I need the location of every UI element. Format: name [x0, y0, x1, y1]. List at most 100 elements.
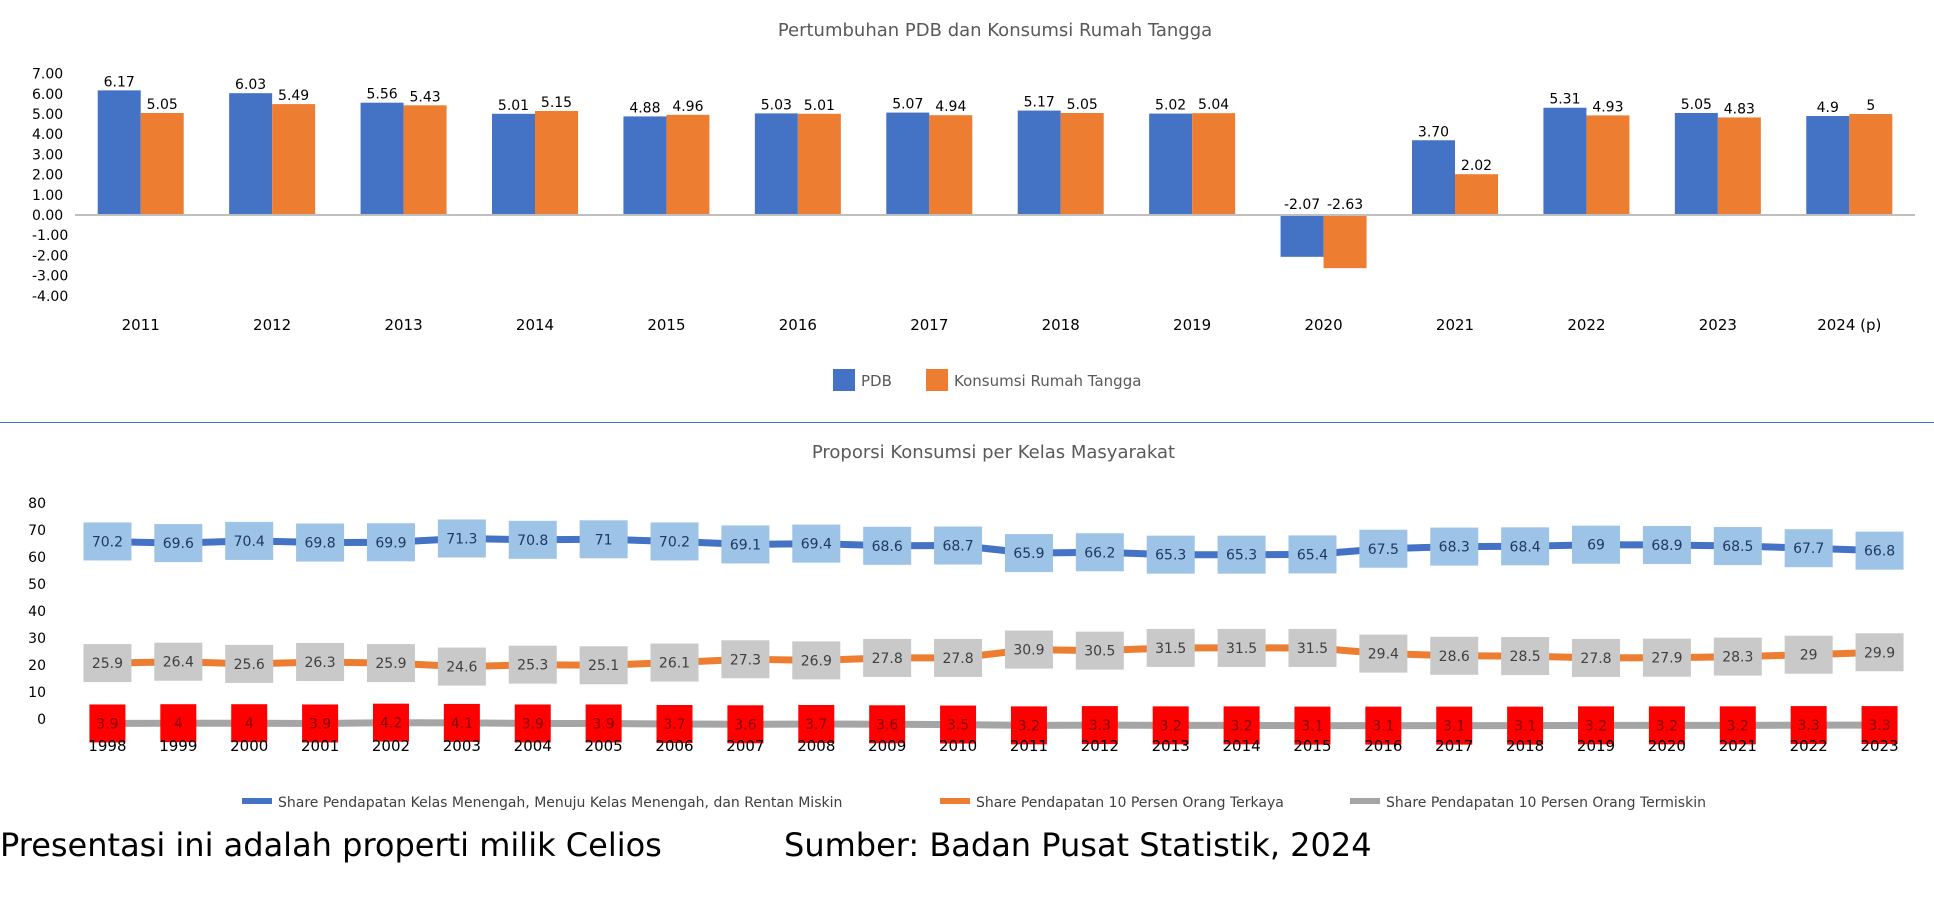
y-tick-label: 50	[28, 577, 46, 593]
x-tick-label: 2015	[1293, 737, 1331, 755]
data-label-richest: 29	[1800, 648, 1818, 664]
data-label-richest: 25.9	[375, 656, 406, 672]
label-box-richest	[934, 638, 983, 677]
x-tick-label: 1999	[159, 737, 197, 755]
data-label: 3.70	[1418, 124, 1449, 140]
x-tick-label: 2021	[1436, 316, 1474, 334]
label-box-middle	[934, 526, 983, 565]
bar-pdb	[1543, 107, 1587, 215]
label-box-poorest	[1365, 706, 1402, 745]
label-box-poorest	[160, 704, 197, 743]
data-label-richest: 26.9	[801, 653, 832, 669]
legend-poorest-10-label: Share Pendapatan 10 Persen Orang Termisk…	[1386, 795, 1706, 811]
label-box-middle	[1146, 535, 1195, 574]
data-label-middle: 65.3	[1155, 548, 1186, 564]
label-box-middle	[225, 521, 274, 560]
label-box-middle	[1713, 527, 1762, 566]
legend-konsumsi-label: Konsumsi Rumah Tangga	[954, 372, 1141, 390]
footer-source-text: Sumber: Badan Pusat Statistik, 2024	[784, 826, 1372, 864]
data-label-poorest: 3.1	[1514, 719, 1536, 735]
label-box-middle	[1501, 527, 1550, 566]
data-label-middle: 69.8	[305, 536, 336, 552]
label-box-middle	[721, 525, 770, 564]
data-label: 5.49	[278, 88, 309, 104]
data-label-richest: 29.9	[1864, 645, 1895, 661]
data-label-richest: 26.4	[163, 655, 194, 671]
label-box-poorest	[798, 705, 835, 744]
data-label: 5.02	[1155, 98, 1186, 114]
y-tick-label: -3.00	[32, 269, 68, 285]
data-label-poorest: 3.3	[1798, 718, 1820, 734]
legend-konsumsi-swatch	[926, 369, 948, 391]
label-box-richest	[1855, 633, 1904, 672]
data-label: 5.01	[804, 98, 835, 114]
data-label-middle: 69.9	[375, 535, 406, 551]
data-label-middle: 69.6	[163, 536, 194, 552]
label-box-richest	[1288, 628, 1337, 667]
data-label-poorest: 3.2	[1018, 718, 1040, 734]
label-box-poorest	[1578, 706, 1615, 745]
legend-middle-class-swatch	[242, 798, 272, 804]
data-label-poorest: 3.3	[1089, 718, 1111, 734]
y-tick-label: 7.00	[32, 67, 63, 83]
data-label: 2.02	[1461, 158, 1492, 174]
label-box-poorest	[1081, 706, 1118, 745]
x-tick-label: 2000	[230, 737, 268, 755]
legend-pdb-swatch	[833, 369, 855, 391]
chart-title: Proporsi Konsumsi per Kelas Masyarakat	[812, 442, 1175, 463]
bar-pdb	[754, 113, 798, 215]
data-label-poorest: 3.6	[876, 717, 898, 733]
label-box-richest	[154, 642, 203, 681]
label-box-richest	[508, 645, 557, 684]
data-label: 4.96	[672, 99, 703, 115]
y-tick-label: 70	[28, 523, 46, 539]
data-label-richest: 27.8	[872, 651, 903, 667]
x-tick-label: 1998	[88, 737, 126, 755]
legend-poorest-10-swatch	[1350, 798, 1380, 804]
bar-konsumsi	[666, 114, 710, 215]
data-label: 5.04	[1198, 97, 1229, 113]
bar-pdb	[623, 116, 667, 215]
x-tick-label: 2011	[122, 316, 160, 334]
label-box-middle	[1075, 533, 1124, 572]
data-label: 5.31	[1549, 92, 1580, 108]
label-box-poorest	[727, 705, 764, 744]
label-box-poorest	[585, 704, 622, 743]
label-box-richest	[1713, 637, 1762, 676]
data-label-middle: 70.4	[234, 534, 265, 550]
data-label-poorest: 3.1	[1443, 719, 1465, 735]
x-tick-label: 2019	[1173, 316, 1211, 334]
label-box-middle	[1004, 534, 1053, 573]
x-tick-label: 2016	[779, 316, 817, 334]
x-tick-label: 2022	[1790, 737, 1828, 755]
data-label-middle: 68.5	[1722, 539, 1753, 555]
legend-pdb-label: PDB	[861, 372, 892, 390]
label-box-middle	[1855, 531, 1904, 570]
data-label: 5.01	[498, 98, 529, 114]
label-box-middle	[437, 519, 486, 558]
data-label-richest: 30.9	[1013, 643, 1044, 659]
label-box-richest	[650, 643, 699, 682]
y-tick-label: 4.00	[32, 127, 63, 143]
data-label-richest: 24.6	[446, 660, 477, 676]
bar-konsumsi	[1060, 112, 1104, 215]
y-tick-label: 10	[28, 685, 46, 701]
bar-konsumsi	[1586, 115, 1630, 215]
bar-pdb	[360, 102, 404, 215]
data-label-poorest: 4.1	[451, 716, 473, 732]
label-box-middle	[792, 524, 841, 563]
data-label-richest: 28.5	[1510, 649, 1541, 665]
data-label-middle: 71	[595, 532, 613, 548]
label-box-middle	[1217, 535, 1266, 574]
x-tick-label: 2009	[868, 737, 906, 755]
data-label-richest: 26.1	[659, 656, 690, 672]
label-box-middle	[83, 522, 132, 561]
data-label-poorest: 3.5	[947, 718, 969, 734]
bar-konsumsi	[797, 113, 841, 215]
data-label-middle: 67.5	[1368, 542, 1399, 558]
data-label-richest: 28.6	[1439, 649, 1470, 665]
y-tick-label: 40	[28, 604, 46, 620]
data-label-richest: 28.3	[1722, 650, 1753, 666]
legend-middle-class-label: Share Pendapatan Kelas Menengah, Menuju …	[278, 795, 842, 811]
x-tick-label: 2020	[1304, 316, 1342, 334]
